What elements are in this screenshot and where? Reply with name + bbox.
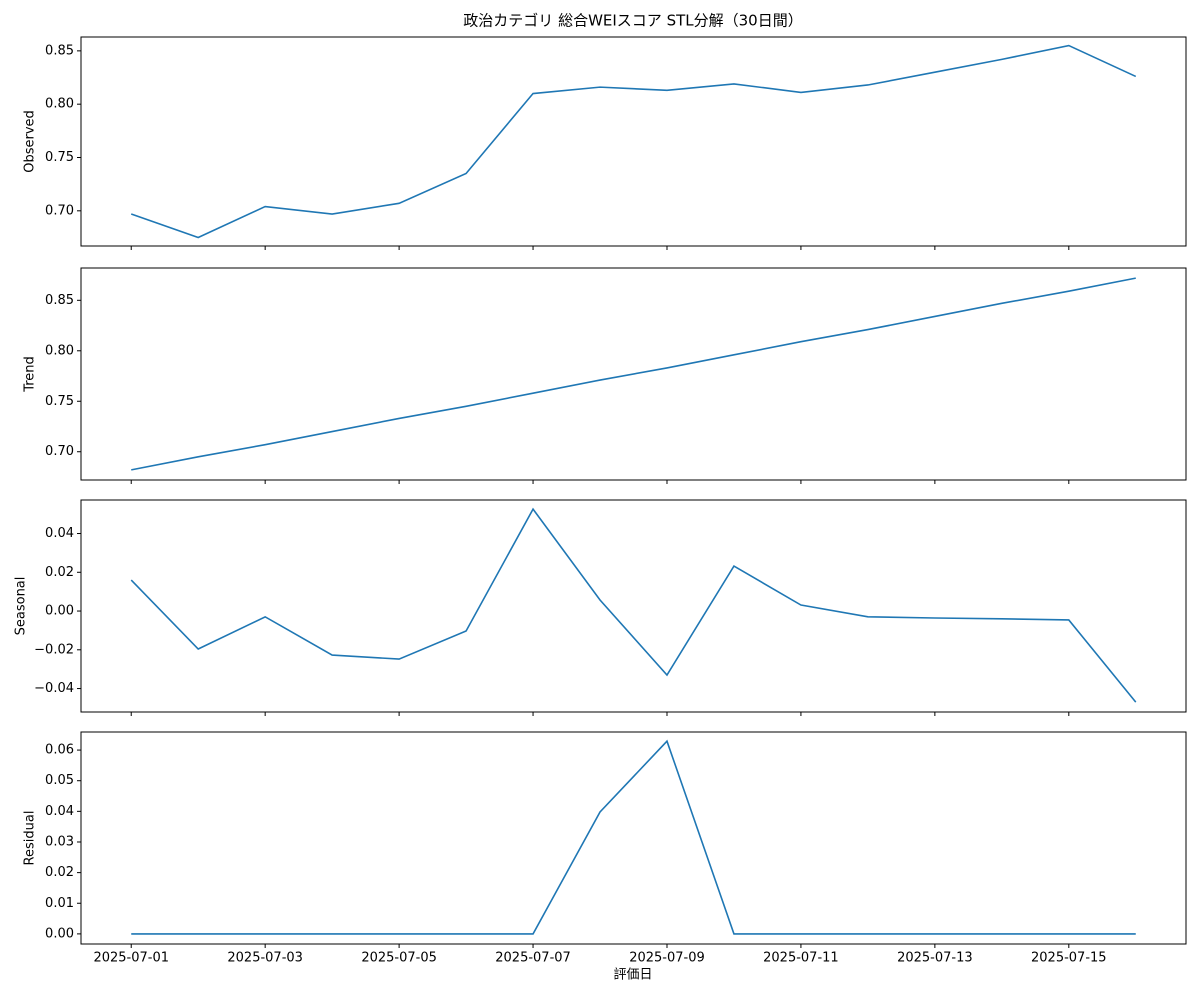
x-tick-label: 2025-07-05 xyxy=(361,951,437,966)
x-tick-label: 2025-07-11 xyxy=(763,951,839,966)
y-tick-label: 0.75 xyxy=(45,150,74,165)
y-tick-label: 0.80 xyxy=(45,97,74,112)
y-tick-label: 0.06 xyxy=(45,743,74,758)
y-tick-label: 0.02 xyxy=(45,565,74,580)
y-tick-label: 0.01 xyxy=(45,896,74,911)
data-line xyxy=(130,507,1137,703)
y-axis-label: Seasonal xyxy=(14,577,29,636)
y-tick-label: 0.75 xyxy=(45,394,74,409)
y-tick-label: 0.00 xyxy=(45,604,74,619)
y-tick-label: 0.00 xyxy=(45,926,74,941)
x-tick-label: 2025-07-15 xyxy=(1031,951,1107,966)
y-axis-label: Residual xyxy=(23,811,38,866)
x-tick-label: 2025-07-03 xyxy=(227,951,303,966)
plot-frame xyxy=(80,499,1187,713)
y-tick-label: 0.70 xyxy=(45,444,74,459)
y-tick-label: 0.04 xyxy=(45,526,74,541)
y-tick-label: 0.03 xyxy=(45,834,74,849)
x-tick-label: 2025-07-09 xyxy=(629,951,705,966)
chart-title: 政治カテゴリ 総合WEIスコア STL分解（30日間） xyxy=(463,12,802,30)
y-tick-label: 0.02 xyxy=(45,865,74,880)
x-tick-label: 2025-07-07 xyxy=(495,951,571,966)
data-line xyxy=(131,739,1136,935)
y-axis-label: Trend xyxy=(23,356,38,393)
y-tick-label: 0.70 xyxy=(45,203,74,218)
plot-frame xyxy=(80,267,1187,481)
y-tick-label: 0.85 xyxy=(45,293,74,308)
y-tick-label: 0.80 xyxy=(45,343,74,358)
y-axis-label: Observed xyxy=(23,110,38,173)
y-tick-label: 0.05 xyxy=(45,773,74,788)
y-tick-label: −0.04 xyxy=(34,681,74,696)
y-tick-label: 0.04 xyxy=(45,804,74,819)
x-axis-label: 評価日 xyxy=(613,968,652,983)
y-tick-label: −0.02 xyxy=(34,642,74,657)
y-tick-label: 0.85 xyxy=(45,43,74,58)
x-tick-label: 2025-07-01 xyxy=(93,951,169,966)
data-line xyxy=(130,44,1137,239)
plot-frame xyxy=(80,36,1187,247)
plot-frame xyxy=(80,731,1187,945)
data-line xyxy=(131,277,1136,471)
x-tick-label: 2025-07-13 xyxy=(897,951,973,966)
